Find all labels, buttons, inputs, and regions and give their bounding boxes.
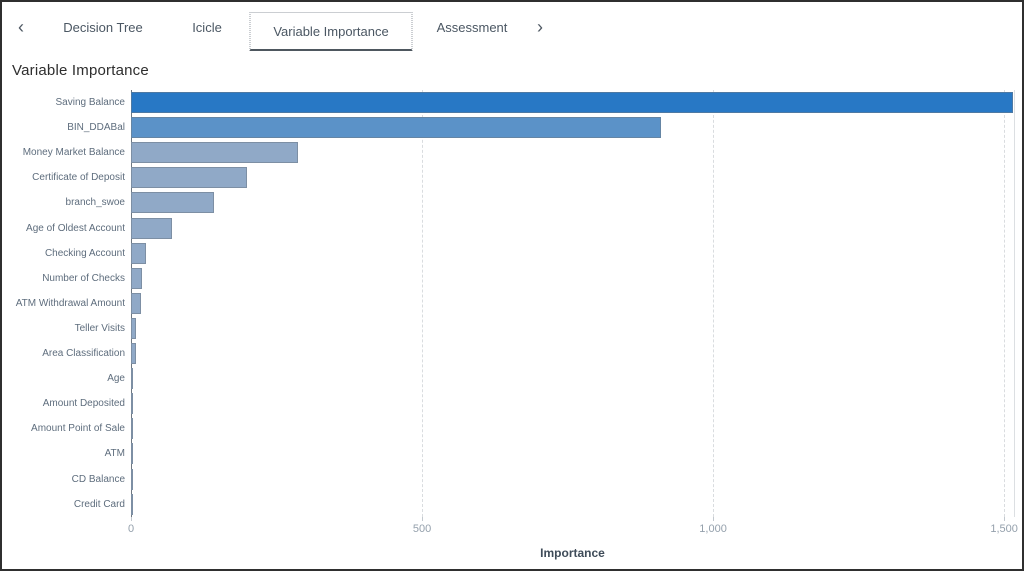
tab-bar: ‹ Decision Tree Icicle Variable Importan… <box>2 2 1022 52</box>
x-tick-label: 1,000 <box>699 523 727 535</box>
table-row: Age of Oldest Account <box>2 216 1022 241</box>
importance-bar[interactable] <box>131 368 133 390</box>
y-axis-label: Saving Balance <box>55 97 126 108</box>
x-tick-mark <box>713 517 715 521</box>
bar-track <box>131 316 1014 341</box>
y-axis-label: Certificate of Deposit <box>32 172 125 184</box>
x-tick-mark <box>1004 517 1006 521</box>
y-axis-label: Checking Account <box>44 247 125 259</box>
importance-bar[interactable] <box>131 142 299 164</box>
y-axis-label: Credit Card <box>73 498 125 510</box>
x-tick-label: 500 <box>412 523 432 535</box>
y-axis-label: Amount Deposited <box>42 398 125 410</box>
table-row: Age <box>2 366 1022 391</box>
bar-track <box>131 266 1014 291</box>
x-tick-label: 0 <box>127 523 135 535</box>
variable-importance-chart: Saving Balance BIN_DDABal Money Market Bal… <box>2 90 1022 565</box>
bar-track <box>131 366 1014 391</box>
bar-track <box>131 416 1014 441</box>
table-row: BIN_DDABal <box>2 115 1022 140</box>
importance-bar[interactable] <box>131 317 137 339</box>
importance-bar[interactable] <box>131 343 136 364</box>
importance-bar[interactable] <box>131 267 143 289</box>
gridline-1500 <box>1004 90 1006 517</box>
table-row: Amount Point of Sale <box>2 416 1022 441</box>
x-tick-label: 1,500 <box>990 523 1018 535</box>
y-axis-label: BIN_DDABal <box>67 122 125 134</box>
importance-bar[interactable] <box>131 167 247 189</box>
y-axis-label: Money Market Balance <box>22 147 125 159</box>
bar-track <box>131 241 1014 266</box>
x-axis-title: Importance <box>540 546 605 560</box>
y-axis-label: Teller Visits <box>74 322 125 334</box>
importance-bar[interactable] <box>131 393 133 415</box>
tab-decision-tree[interactable]: Decision Tree <box>63 19 143 35</box>
tab-assessment[interactable]: Assessment <box>436 19 508 35</box>
y-axis-label: ATM Withdrawal Amount <box>15 297 125 309</box>
bar-track <box>131 140 1014 165</box>
importance-bar[interactable] <box>131 242 147 264</box>
table-row: Money Market Balance <box>2 140 1022 165</box>
bar-track <box>131 115 1014 140</box>
plot-right-border <box>1014 90 1015 517</box>
table-row: Number of Checks <box>2 266 1022 291</box>
y-axis-label: Number of Checks <box>42 272 125 284</box>
bar-track <box>131 165 1014 190</box>
y-axis-label: Area Classification <box>42 348 125 359</box>
bar-track <box>131 441 1014 466</box>
y-axis-label: branch_swoe <box>65 197 125 209</box>
y-axis-label: Age <box>107 373 125 385</box>
table-row: Checking Account <box>2 241 1022 266</box>
importance-bar[interactable] <box>131 192 215 214</box>
bar-track <box>131 467 1014 492</box>
bar-track <box>131 341 1014 366</box>
table-row: ATM Withdrawal Amount <box>2 291 1022 316</box>
bar-track <box>131 90 1014 115</box>
importance-bar[interactable] <box>131 468 133 490</box>
bar-track <box>131 391 1014 416</box>
importance-bar[interactable] <box>131 493 133 515</box>
y-axis-label: Age of Oldest Account <box>26 222 125 234</box>
bar-track <box>131 190 1014 215</box>
page-title: Variable Importance <box>12 62 149 79</box>
table-row: Credit Card <box>2 492 1022 517</box>
table-row: ATM <box>2 441 1022 466</box>
y-axis-label: ATM <box>104 448 125 460</box>
y-axis-label: Amount Point of Sale <box>31 423 125 435</box>
importance-bar[interactable] <box>131 292 141 314</box>
tab-icicle[interactable]: Icicle <box>192 19 222 35</box>
importance-bar[interactable] <box>131 418 133 440</box>
table-row: CD Balance <box>2 467 1022 492</box>
chevron-left-icon[interactable]: ‹ <box>18 16 24 37</box>
importance-bar[interactable] <box>131 117 661 139</box>
x-tick-mark <box>422 517 424 521</box>
table-row: Teller Visits <box>2 316 1022 341</box>
bar-track <box>131 216 1014 241</box>
table-row: Amount Deposited <box>2 391 1022 416</box>
gridline-500 <box>422 90 424 517</box>
bar-track <box>131 291 1014 316</box>
importance-bar[interactable] <box>131 92 1013 113</box>
importance-bar[interactable] <box>131 217 172 239</box>
bar-track <box>131 492 1014 517</box>
chevron-right-icon[interactable]: › <box>537 16 543 37</box>
gridline-1000 <box>713 90 715 517</box>
table-row: branch_swoe <box>2 190 1022 215</box>
y-axis-label: CD Balance <box>71 473 125 485</box>
tab-variable-importance[interactable]: Variable Importance <box>249 12 413 51</box>
table-row: Saving Balance <box>2 90 1022 115</box>
x-tick-mark <box>131 517 132 521</box>
importance-bar[interactable] <box>131 443 133 465</box>
table-row: Area Classification <box>2 341 1022 366</box>
table-row: Certificate of Deposit <box>2 165 1022 190</box>
